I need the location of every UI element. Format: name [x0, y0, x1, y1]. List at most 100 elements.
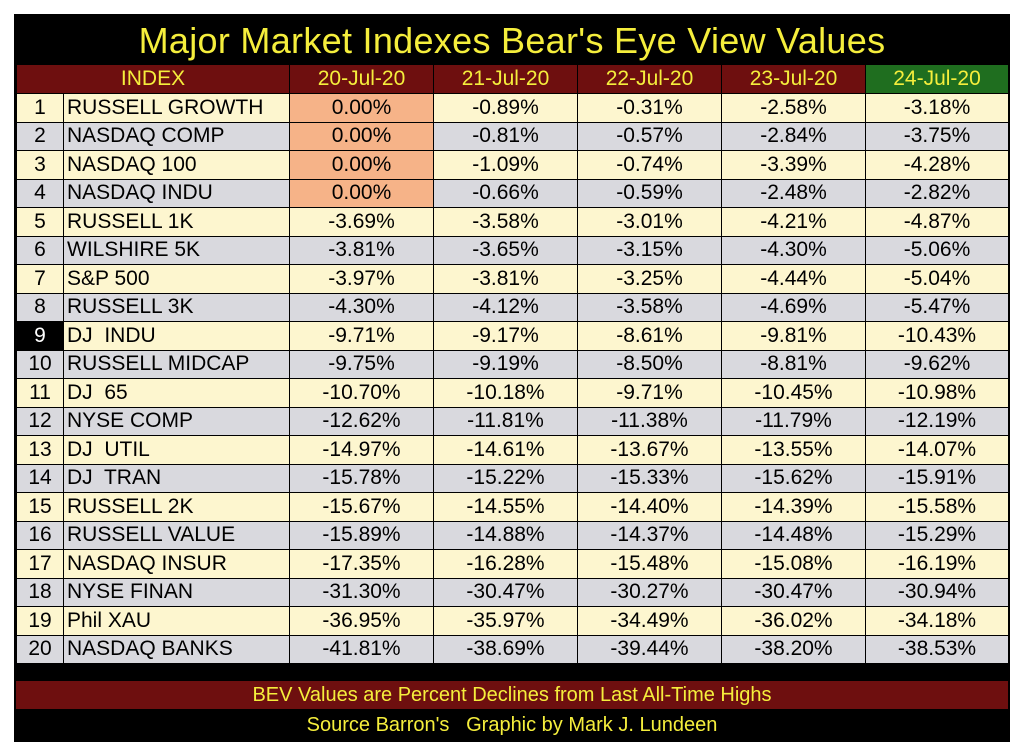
- row-rank: 10: [16, 349, 64, 379]
- value-cell: -3.15%: [577, 235, 722, 265]
- value-cell: -4.21%: [721, 207, 866, 237]
- row-rank: 11: [16, 378, 64, 408]
- table-row: 10 RUSSELL MIDCAP -9.75% -9.19% -8.50% -8.81%…: [16, 349, 1009, 379]
- value-cell: -9.62%: [865, 349, 1009, 379]
- value-cell: -14.39%: [721, 492, 866, 522]
- value-cell: -10.45%: [721, 378, 866, 408]
- row-rank: 17: [16, 549, 64, 579]
- row-index-name: NYSE FINAN: [63, 577, 290, 607]
- value-cell: -9.71%: [289, 321, 434, 351]
- value-cell: -3.01%: [577, 207, 722, 237]
- table-row: 19 Phil XAU -36.95% -35.97% -34.49% -36.02% -3…: [16, 606, 1009, 636]
- table-row: 14 DJ TRAN -15.78% -15.22% -15.33% -15.62% -15…: [16, 463, 1009, 493]
- value-cell: -14.07%: [865, 435, 1009, 465]
- value-cell: -4.30%: [721, 235, 866, 265]
- value-cell: 0.00%: [289, 178, 434, 208]
- value-cell: -11.79%: [721, 406, 866, 436]
- table-row: 7 S&P 500 -3.97% -3.81% -3.25% -4.44% -5.04%: [16, 264, 1009, 294]
- column-header-date: 20-Jul-20: [289, 64, 434, 94]
- value-cell: -15.22%: [433, 463, 578, 493]
- row-rank: 8: [16, 292, 64, 322]
- value-cell: -0.89%: [433, 93, 578, 123]
- value-cell: -15.33%: [577, 463, 722, 493]
- value-cell: -5.06%: [865, 235, 1009, 265]
- row-rank: 19: [16, 606, 64, 636]
- row-index-name: NASDAQ COMP: [63, 121, 290, 151]
- row-rank: 14: [16, 463, 64, 493]
- value-cell: -15.91%: [865, 463, 1009, 493]
- value-cell: -4.87%: [865, 207, 1009, 237]
- value-cell: 0.00%: [289, 150, 434, 180]
- value-cell: -36.95%: [289, 606, 434, 636]
- value-cell: -3.75%: [865, 121, 1009, 151]
- value-cell: -14.48%: [721, 520, 866, 550]
- table-row: 11 DJ 65 -10.70% -10.18% -9.71% -10.45% -10.98…: [16, 378, 1009, 408]
- column-header-index: INDEX: [16, 64, 290, 94]
- value-cell: -9.81%: [721, 321, 866, 351]
- chart-title: Major Market Indexes Bear's Eye View Val…: [138, 20, 886, 61]
- row-index-name: NASDAQ BANKS: [63, 634, 290, 664]
- bev-table: INDEX 20-Jul-20 21-Jul-20 22-Jul-20 23-Jul-2…: [16, 64, 1009, 664]
- value-cell: -12.19%: [865, 406, 1009, 436]
- value-cell: -4.30%: [289, 292, 434, 322]
- footer-source: Source Barron's Graphic by Mark J. Lunde…: [16, 711, 1008, 740]
- value-cell: -30.47%: [433, 577, 578, 607]
- value-cell: -14.40%: [577, 492, 722, 522]
- value-cell: -38.69%: [433, 634, 578, 664]
- value-cell: -41.81%: [289, 634, 434, 664]
- value-cell: -15.29%: [865, 520, 1009, 550]
- value-cell: -2.58%: [721, 93, 866, 123]
- value-cell: -39.44%: [577, 634, 722, 664]
- value-cell: -4.44%: [721, 264, 866, 294]
- column-header-date: 23-Jul-20: [721, 64, 866, 94]
- value-cell: -3.81%: [433, 264, 578, 294]
- table-row: 2 NASDAQ COMP 0.00% -0.81% -0.57% -2.84% -3.75…: [16, 121, 1009, 151]
- value-cell: -0.74%: [577, 150, 722, 180]
- value-cell: -30.94%: [865, 577, 1009, 607]
- value-cell: -38.53%: [865, 634, 1009, 664]
- row-index-name: DJ TRAN: [63, 463, 290, 493]
- row-index-name: S&P 500: [63, 264, 290, 294]
- value-cell: -0.66%: [433, 178, 578, 208]
- value-cell: -35.97%: [433, 606, 578, 636]
- table-row: 13 DJ UTIL -14.97% -14.61% -13.67% -13.55% -14…: [16, 435, 1009, 465]
- row-rank: 2: [16, 121, 64, 151]
- value-cell: -2.84%: [721, 121, 866, 151]
- value-cell: -9.71%: [577, 378, 722, 408]
- row-rank: 7: [16, 264, 64, 294]
- value-cell: -15.78%: [289, 463, 434, 493]
- row-index-name: NYSE COMP: [63, 406, 290, 436]
- table-row: 3 NASDAQ 100 0.00% -1.09% -0.74% -3.39% -4.28%: [16, 150, 1009, 180]
- bev-table-graphic: Major Market Indexes Bear's Eye View Val…: [14, 14, 1010, 742]
- value-cell: -2.48%: [721, 178, 866, 208]
- column-header-date: 21-Jul-20: [433, 64, 578, 94]
- row-index-name: RUSSELL 3K: [63, 292, 290, 322]
- value-cell: -14.97%: [289, 435, 434, 465]
- value-cell: -3.97%: [289, 264, 434, 294]
- value-cell: -0.81%: [433, 121, 578, 151]
- value-cell: -4.12%: [433, 292, 578, 322]
- table-row: 8 RUSSELL 3K -4.30% -4.12% -3.58% -4.69% -5.47…: [16, 292, 1009, 322]
- value-cell: 0.00%: [289, 121, 434, 151]
- value-cell: -3.58%: [433, 207, 578, 237]
- row-rank: 13: [16, 435, 64, 465]
- value-cell: -13.67%: [577, 435, 722, 465]
- row-rank: 1: [16, 93, 64, 123]
- row-rank: 15: [16, 492, 64, 522]
- value-cell: -15.67%: [289, 492, 434, 522]
- value-cell: -10.70%: [289, 378, 434, 408]
- value-cell: -13.55%: [721, 435, 866, 465]
- value-cell: -3.69%: [289, 207, 434, 237]
- row-rank: 3: [16, 150, 64, 180]
- row-index-name: RUSSELL 1K: [63, 207, 290, 237]
- value-cell: -31.30%: [289, 577, 434, 607]
- value-cell: -15.89%: [289, 520, 434, 550]
- value-cell: -10.98%: [865, 378, 1009, 408]
- table-row: 20 NASDAQ BANKS -41.81% -38.69% -39.44% -38.2…: [16, 634, 1009, 664]
- value-cell: -9.17%: [433, 321, 578, 351]
- value-cell: -15.08%: [721, 549, 866, 579]
- value-cell: -4.28%: [865, 150, 1009, 180]
- value-cell: -3.18%: [865, 93, 1009, 123]
- value-cell: -3.25%: [577, 264, 722, 294]
- value-cell: -3.65%: [433, 235, 578, 265]
